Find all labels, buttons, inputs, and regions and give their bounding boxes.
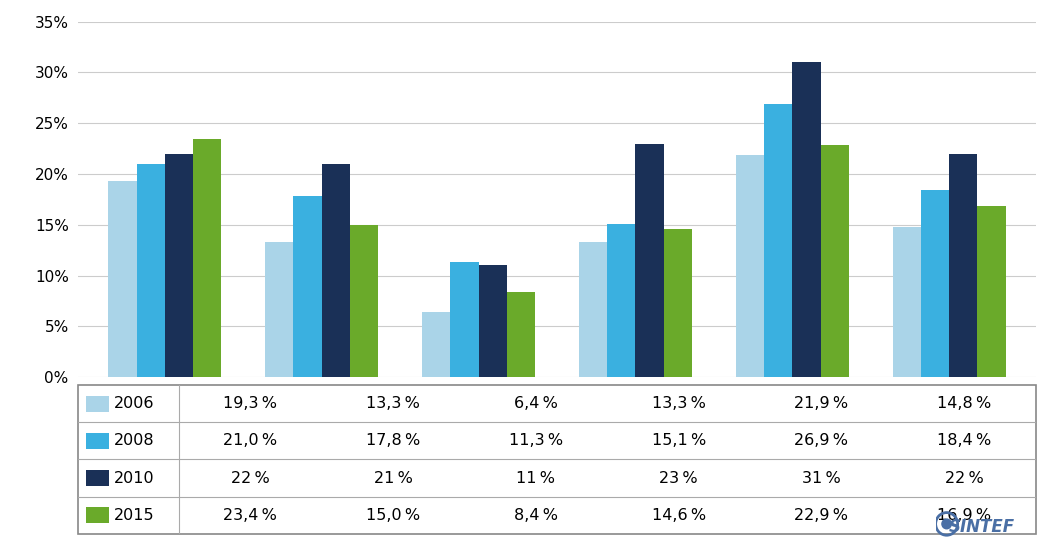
Bar [136, 164, 165, 377]
Text: 15,0 %: 15,0 % [366, 508, 420, 523]
Bar [87, 433, 109, 450]
Text: 22 %: 22 % [945, 471, 983, 486]
Bar [266, 242, 293, 377]
Bar [87, 507, 109, 523]
Text: 2008: 2008 [114, 433, 154, 448]
Bar [579, 242, 607, 377]
Text: 26,9 %: 26,9 % [794, 433, 848, 448]
Text: 15,1 %: 15,1 % [652, 433, 706, 448]
Bar [664, 229, 692, 377]
Bar [636, 143, 664, 377]
Bar [793, 62, 820, 377]
Text: 18,4 %: 18,4 % [937, 433, 992, 448]
Text: 2006: 2006 [114, 396, 154, 411]
Bar [507, 292, 536, 377]
Text: 22,9 %: 22,9 % [794, 508, 848, 523]
Bar [293, 196, 322, 377]
Bar [194, 140, 222, 377]
Circle shape [942, 519, 952, 529]
Bar [422, 312, 450, 377]
Text: 11,3 %: 11,3 % [508, 433, 563, 448]
Bar [820, 144, 848, 377]
Bar [87, 469, 109, 486]
Bar [478, 266, 506, 377]
Bar [450, 262, 478, 377]
Text: 11 %: 11 % [517, 471, 555, 486]
Bar [950, 154, 977, 377]
Bar [607, 224, 636, 377]
Text: SINTEF: SINTEF [949, 519, 1015, 536]
Text: 19,3 %: 19,3 % [224, 396, 277, 411]
FancyBboxPatch shape [78, 385, 1036, 534]
Text: 13,3 %: 13,3 % [366, 396, 420, 411]
Text: 8,4 %: 8,4 % [514, 508, 558, 523]
Bar [165, 154, 192, 377]
Text: 16,9 %: 16,9 % [937, 508, 992, 523]
Text: 14,6 %: 14,6 % [652, 508, 706, 523]
Text: 21,0 %: 21,0 % [223, 433, 277, 448]
Text: 2015: 2015 [114, 508, 154, 523]
Bar [764, 104, 793, 377]
Bar [893, 227, 922, 377]
Bar [349, 225, 379, 377]
Text: 2010: 2010 [114, 471, 154, 486]
Text: 22 %: 22 % [231, 471, 270, 486]
Text: 23 %: 23 % [659, 471, 698, 486]
Bar [322, 164, 349, 377]
Text: 13,3 %: 13,3 % [652, 396, 706, 411]
Text: 17,8 %: 17,8 % [366, 433, 420, 448]
Text: 14,8 %: 14,8 % [937, 396, 992, 411]
Bar [736, 155, 764, 377]
Text: 21,9 %: 21,9 % [794, 396, 848, 411]
Bar [109, 181, 136, 377]
Text: 21 %: 21 % [373, 471, 412, 486]
Text: 23,4 %: 23,4 % [224, 508, 277, 523]
Text: 6,4 %: 6,4 % [514, 396, 558, 411]
Bar [922, 190, 950, 377]
Bar [977, 205, 1005, 377]
Bar [87, 396, 109, 412]
Text: 31 %: 31 % [802, 471, 841, 486]
